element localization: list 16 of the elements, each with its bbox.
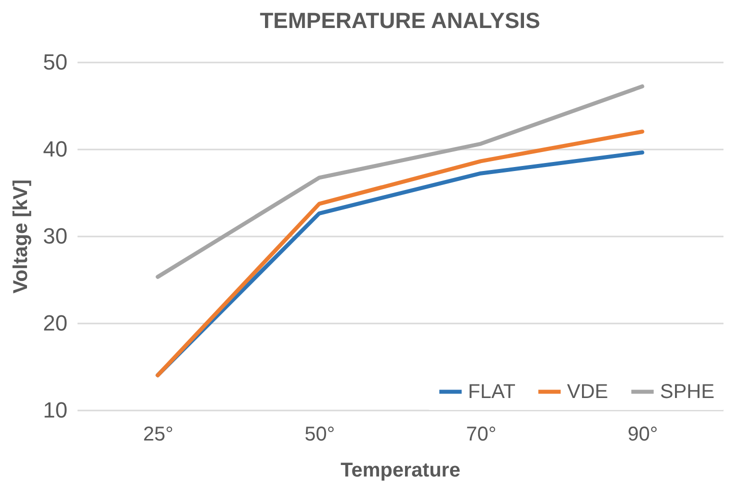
y-tick-label: 20 bbox=[43, 310, 68, 336]
x-tick-label: 70° bbox=[466, 424, 496, 446]
y-tick-label: 10 bbox=[43, 398, 68, 422]
legend-label: VDE bbox=[567, 380, 608, 403]
y-tick-label: 40 bbox=[43, 136, 68, 162]
chart-title: TEMPERATURE ANALYSIS bbox=[260, 8, 540, 33]
y-tick-label: 30 bbox=[43, 224, 68, 248]
x-tick-label: 50° bbox=[304, 424, 335, 446]
x-tick-label: 25° bbox=[143, 424, 174, 446]
x-tick-label: 90° bbox=[628, 424, 658, 446]
legend-label: SPHE bbox=[660, 380, 714, 403]
legend-label: FLAT bbox=[468, 380, 516, 403]
y-axis-title: Voltage [kV] bbox=[10, 179, 32, 294]
x-axis-title: Temperature bbox=[340, 460, 460, 482]
y-tick-label: 50 bbox=[43, 50, 68, 74]
line-series bbox=[156, 84, 644, 279]
